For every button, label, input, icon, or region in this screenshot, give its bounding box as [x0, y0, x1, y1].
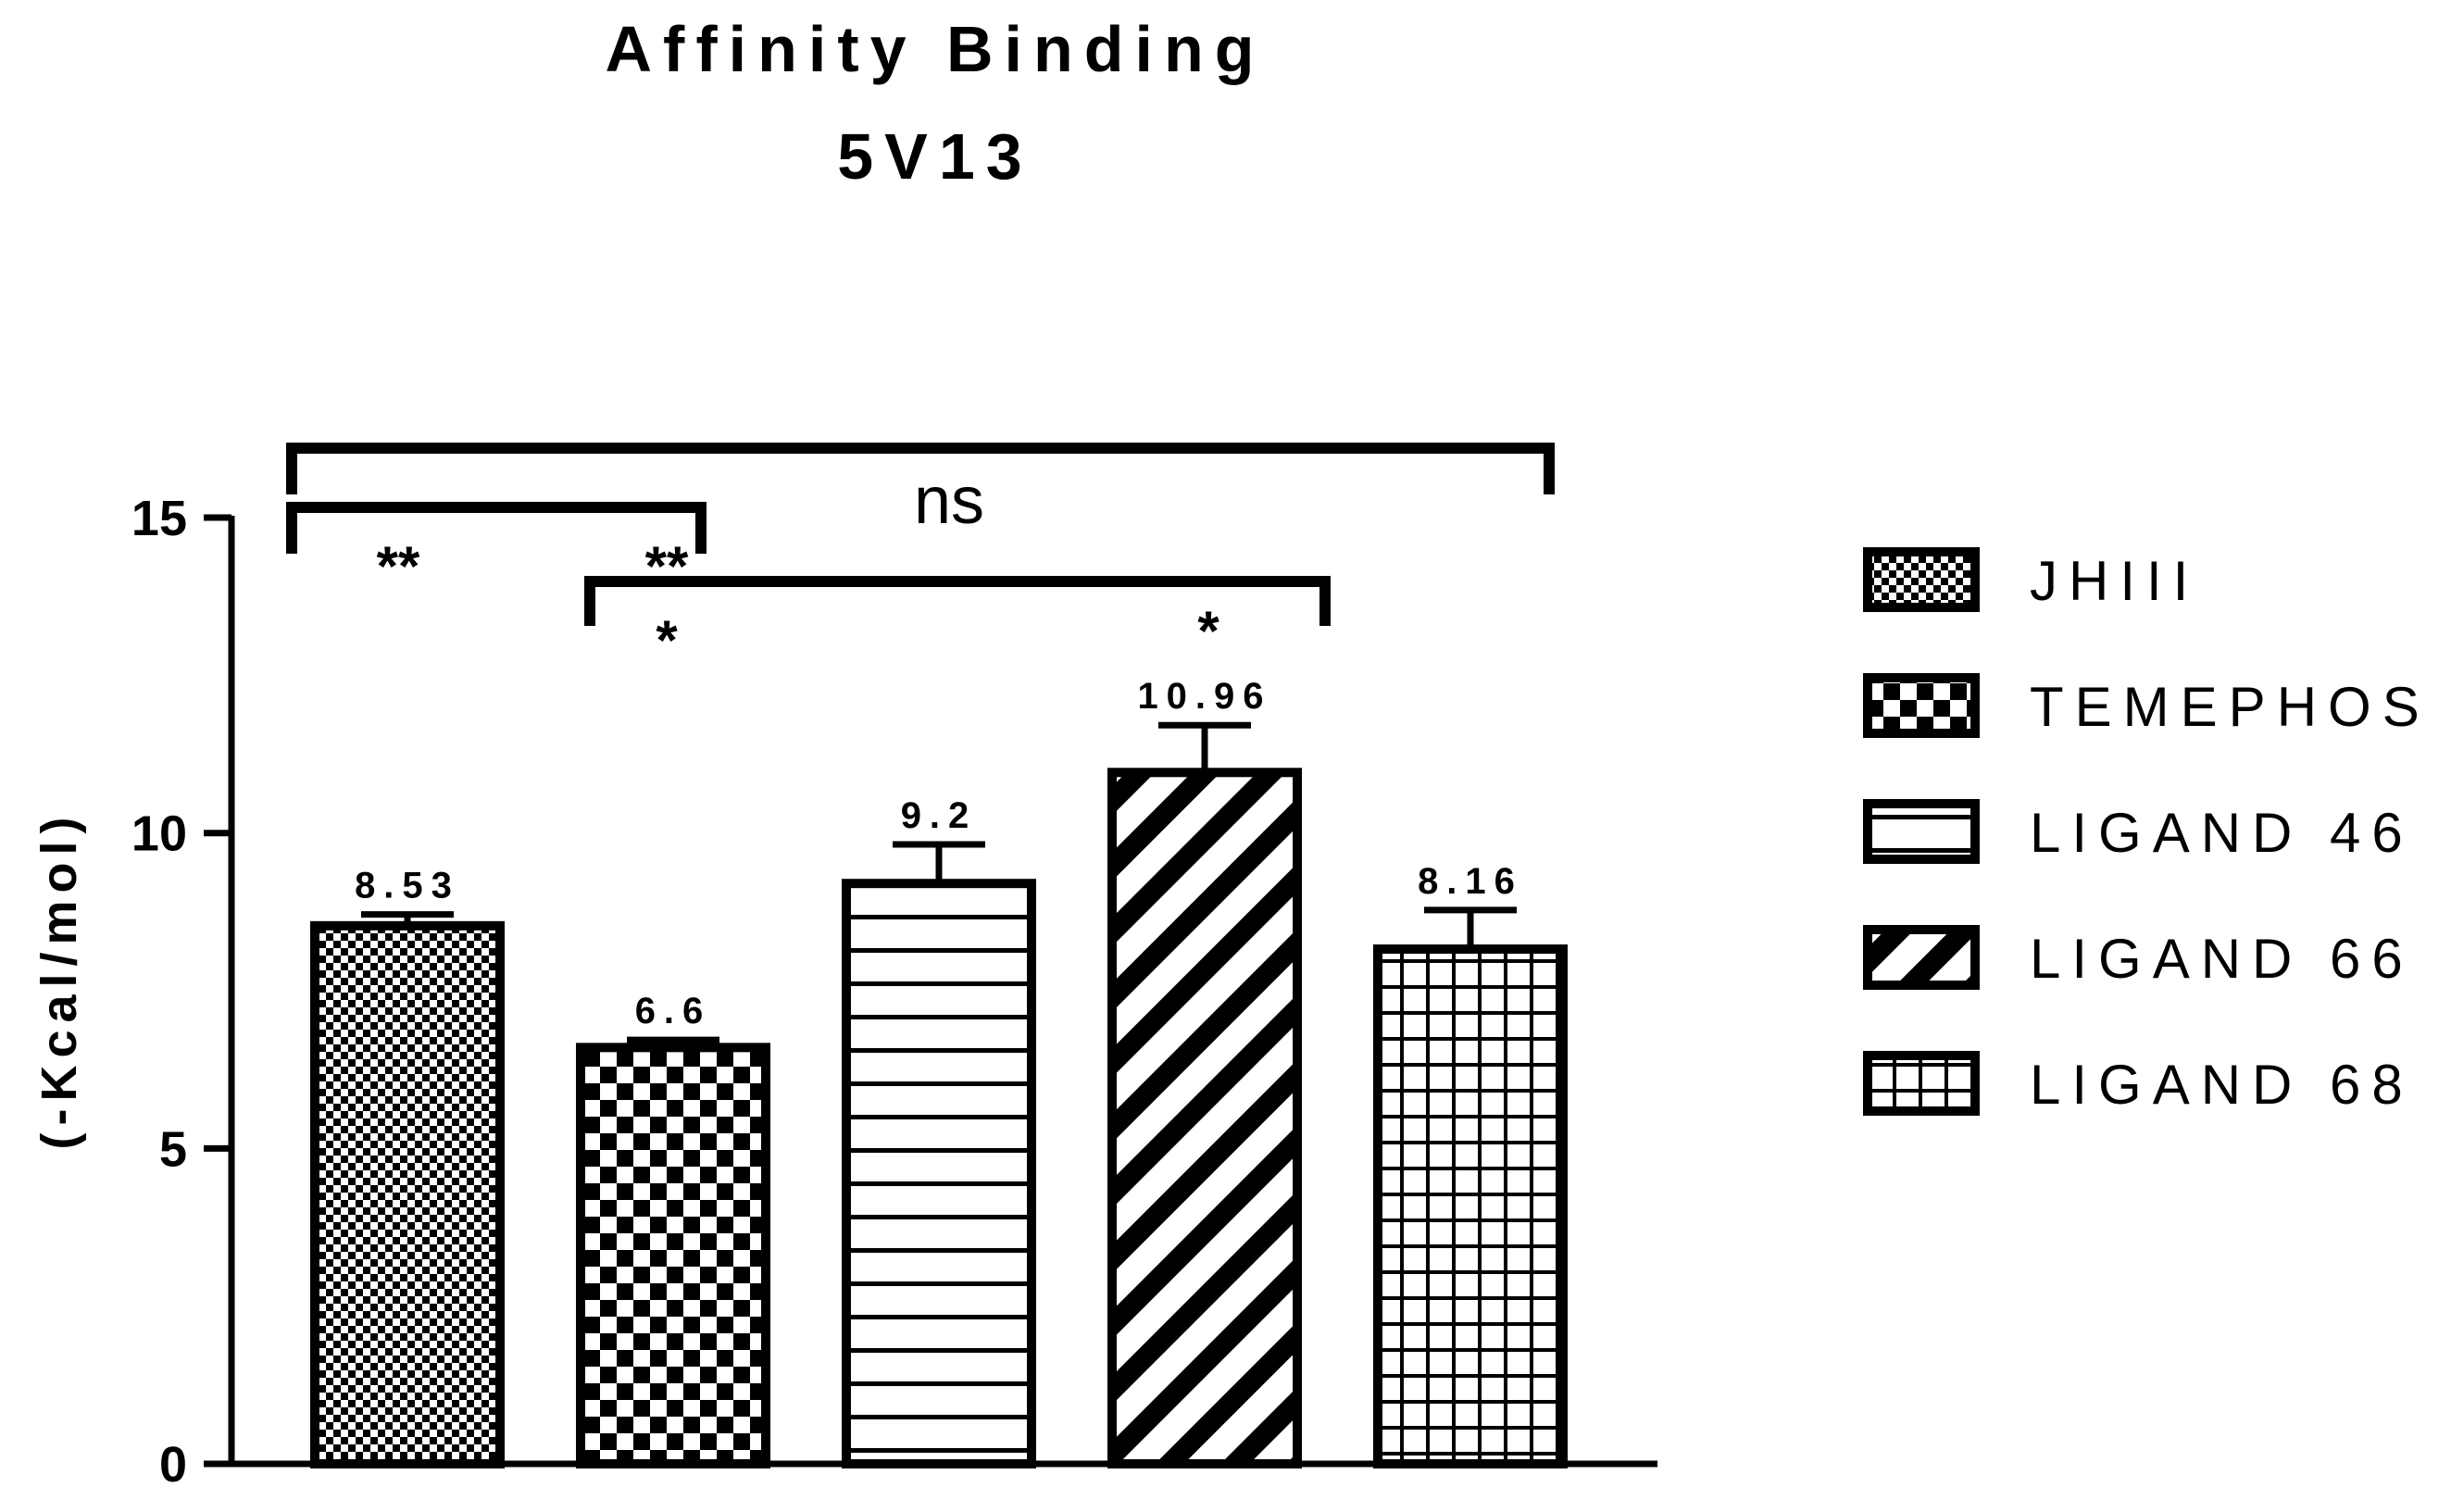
bar-ligand-68 [1373, 944, 1568, 1468]
y-tick-label: 5 [159, 1121, 187, 1177]
data-label: 8.16 [1418, 861, 1523, 902]
legend-swatch [1863, 673, 1980, 738]
legend-swatch [1863, 925, 1980, 990]
significance-brackets: ns** *** * [286, 443, 1555, 671]
legend-label: JHIII [2030, 550, 2199, 612]
data-label: 8.53 [355, 866, 460, 906]
significance-label: ** [377, 535, 420, 597]
bracket-temephos-ligand66 [584, 576, 1331, 626]
data-label: 9.2 [901, 795, 978, 836]
y-tick-label: 0 [159, 1437, 187, 1493]
y-tick-label: 10 [131, 806, 187, 862]
y-axis-label: (-Kcal/mol) [31, 809, 87, 1149]
significance-label: * [656, 609, 678, 671]
legend-label: LIGAND 68 [2030, 1054, 2414, 1116]
legend-label: LIGAND 66 [2030, 928, 2414, 990]
bar-temephos [576, 1043, 770, 1469]
legend-label: LIGAND 46 [2030, 802, 2414, 864]
bar-ligand-46 [842, 879, 1036, 1468]
legend-swatch [1863, 799, 1980, 864]
data-label: 10.96 [1137, 676, 1271, 717]
legend-swatch [1863, 547, 1980, 612]
chart-title-line-1: Affinity Binding [605, 13, 1265, 85]
bars: 8.53 6.6 9.2 10.96 8.16 [310, 676, 1568, 1469]
bar-ligand-66 [1107, 768, 1302, 1468]
bracket-ns [286, 443, 1555, 494]
y-tick-label: 15 [131, 491, 187, 546]
significance-label: ns [914, 464, 984, 538]
bar-jhiii [310, 920, 505, 1468]
data-label: 6.6 [635, 991, 712, 1031]
legend-swatch [1863, 1051, 1980, 1116]
legend-label: TEMEPHOS [2030, 676, 2431, 738]
chart-title: Affinity Binding 5V13 [605, 13, 1265, 193]
significance-label: * [1197, 600, 1219, 662]
legend: JHIII TEMEPHOS LIGAND 46 LIGAND 66 LIGAND 68 [1863, 547, 2431, 1116]
significance-label: ** [645, 535, 689, 597]
chart-title-line-2: 5V13 [837, 120, 1032, 193]
bracket-jhiii-temephos [286, 502, 707, 554]
